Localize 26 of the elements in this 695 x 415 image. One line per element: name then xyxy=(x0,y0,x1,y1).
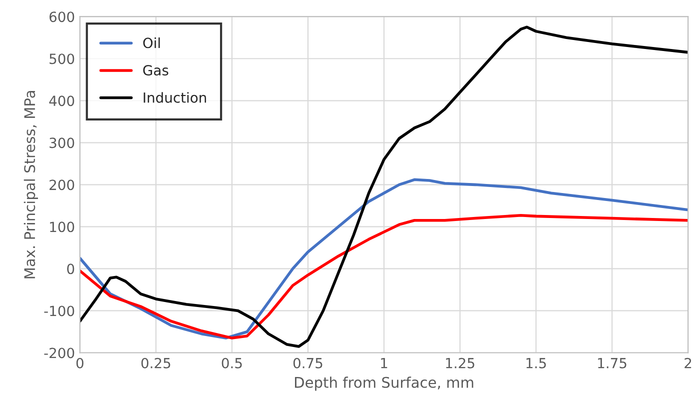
y-tick-label: 600 xyxy=(50,12,74,22)
x-axis-title: Depth from Surface, mm xyxy=(294,376,474,391)
x-tick-label: 1.5 xyxy=(526,358,546,368)
y-tick-label: -200 xyxy=(44,348,74,358)
line-series xyxy=(80,26,688,348)
x-tick-label: 0.5 xyxy=(222,358,242,368)
x-tick-label: 0 xyxy=(76,358,84,368)
y-tick-label: 400 xyxy=(49,96,74,106)
y-tick-label: 0 xyxy=(67,264,74,274)
y-tick-label: 500 xyxy=(50,54,74,64)
x-tick-label: 0.25 xyxy=(141,358,170,368)
y-tick-label: 300 xyxy=(50,138,74,148)
y-tick-label: 200 xyxy=(50,180,74,190)
y-tick-label: -100 xyxy=(44,306,74,316)
x-tick-label: 0.75 xyxy=(293,358,322,368)
line-series xyxy=(80,178,688,340)
legend-label: Gas xyxy=(143,65,168,76)
line-series xyxy=(80,214,688,340)
x-tick-label: 1 xyxy=(381,358,388,368)
x-tick-label: 1.75 xyxy=(598,358,626,368)
legend-label: Oil xyxy=(143,37,160,48)
y-axis-title: Max. Principal Stress, MPa xyxy=(24,91,38,278)
x-tick-label: 2 xyxy=(684,358,692,368)
legend-label: Induction xyxy=(144,92,206,103)
y-tick-label: 100 xyxy=(50,222,74,232)
x-tick-label: 1.25 xyxy=(446,358,474,368)
